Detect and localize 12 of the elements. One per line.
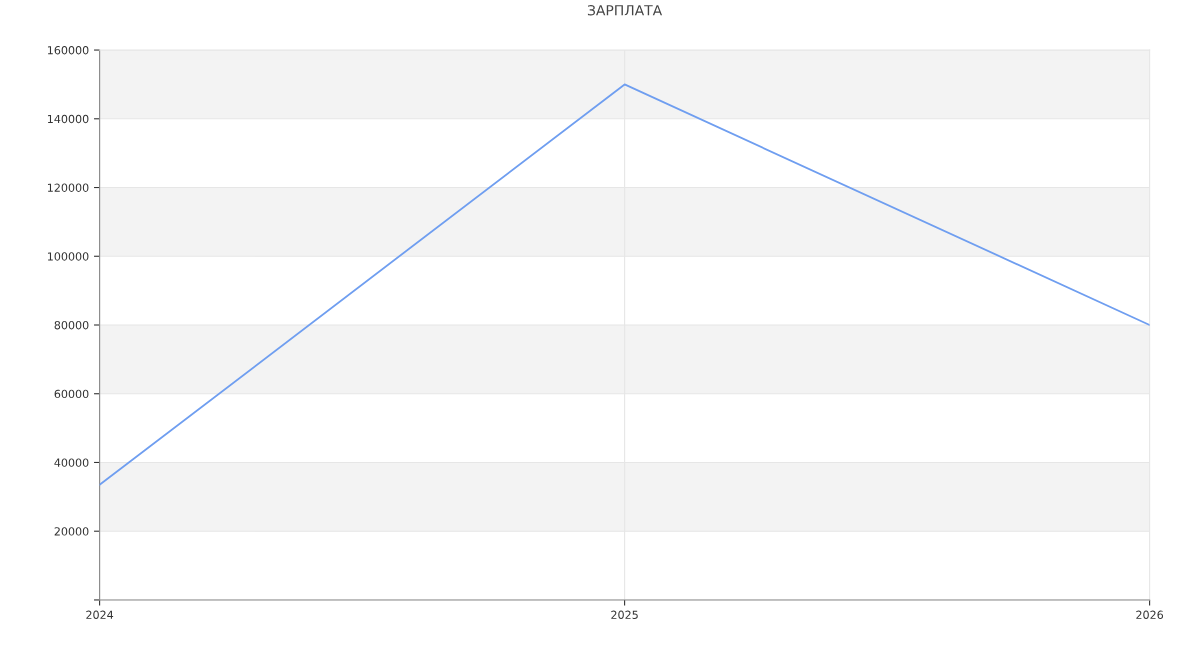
x-tick-label: 2024	[86, 610, 114, 619]
y-tick-label: 120000	[47, 183, 89, 192]
y-tick-label: 20000	[54, 527, 89, 536]
x-tick-label: 2025	[611, 610, 638, 619]
y-tick-label: 160000	[47, 46, 89, 55]
y-tick-label: 140000	[47, 114, 89, 124]
y-tick-label: 40000	[54, 458, 89, 467]
y-tick-label: 80000	[54, 320, 89, 330]
x-tick-label: 2026	[1136, 610, 1164, 619]
y-tick-label: 60000	[54, 389, 89, 399]
y-tick-label: 100000	[47, 252, 89, 261]
chart-title: ЗАРПЛАТА	[587, 5, 663, 16]
